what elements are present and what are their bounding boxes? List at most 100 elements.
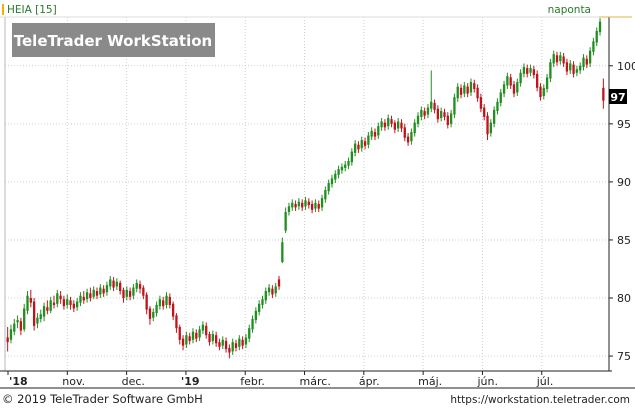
candle — [29, 289, 32, 308]
candle — [492, 106, 496, 128]
candle — [602, 78, 605, 109]
candle-body — [148, 308, 152, 319]
candle — [191, 328, 195, 344]
candle-body — [579, 65, 582, 71]
candle-body — [198, 329, 201, 338]
candle — [526, 64, 529, 78]
candle — [324, 186, 327, 203]
candle-body — [284, 212, 287, 231]
candle-body — [181, 338, 185, 346]
candle — [175, 313, 178, 333]
candle — [69, 296, 72, 310]
candle — [430, 70, 433, 113]
candle-body — [327, 183, 330, 192]
x-tick-label: ápr. — [359, 375, 380, 388]
candle-body — [291, 202, 294, 208]
candle — [274, 282, 277, 297]
candle-body — [433, 102, 436, 110]
candle — [353, 140, 357, 157]
candle-body — [595, 30, 598, 43]
candle — [75, 298, 79, 311]
candle — [201, 321, 205, 335]
candle-body — [92, 289, 95, 297]
candle — [16, 315, 19, 329]
candle — [228, 344, 231, 359]
candle — [9, 324, 13, 344]
time-axis-labels: '18 nov. dec. '19 febr. márc. ápr. máj. jún. júl. — [7, 371, 553, 388]
candle-body — [119, 282, 122, 292]
candle-body — [483, 107, 486, 117]
candle — [579, 62, 582, 74]
candle-body — [287, 206, 291, 213]
candle-body — [244, 337, 248, 345]
candle-body — [297, 201, 301, 207]
candle-body — [413, 122, 416, 134]
candle — [208, 331, 211, 346]
candle — [559, 51, 562, 65]
candle — [105, 281, 109, 296]
candle — [489, 119, 492, 137]
candle-body — [85, 292, 89, 300]
candle-body — [585, 58, 588, 65]
candle — [473, 79, 476, 93]
candle — [463, 82, 466, 98]
symbol-marker — [2, 4, 4, 15]
candle — [506, 72, 509, 89]
candle — [102, 285, 105, 297]
candle-body — [158, 299, 162, 307]
candle-body — [436, 108, 440, 120]
candle-body — [340, 166, 344, 171]
candle-body — [201, 324, 205, 331]
candle-body — [46, 307, 49, 311]
candle-body — [390, 119, 393, 124]
candle — [125, 286, 128, 301]
candle-body — [89, 293, 92, 299]
candle — [363, 137, 367, 150]
candle-body — [224, 340, 228, 350]
candle-body — [344, 164, 347, 168]
candle — [433, 99, 436, 114]
candle-body — [162, 300, 165, 307]
candle — [327, 179, 330, 195]
candle-body — [532, 69, 536, 76]
candle — [178, 324, 181, 345]
candle-body — [423, 111, 426, 116]
candle-body — [109, 279, 112, 287]
candle — [171, 301, 175, 321]
candle-body — [403, 127, 406, 138]
candle-body — [234, 343, 238, 348]
candle-body — [310, 203, 314, 210]
candle — [234, 339, 238, 352]
candle-body — [420, 109, 423, 117]
candle-body — [231, 342, 234, 352]
candle-body — [496, 101, 499, 112]
y-tick-label: 80 — [617, 292, 631, 305]
symbol-label[interactable]: HEIA [15] — [7, 4, 57, 16]
candle-body — [241, 339, 244, 346]
candle — [459, 84, 463, 99]
x-tick-label: nov. — [62, 375, 85, 388]
candle — [535, 70, 539, 92]
candle — [99, 284, 102, 299]
candle — [320, 194, 324, 211]
candle-body — [152, 311, 155, 318]
candle-body — [82, 296, 85, 301]
source-url[interactable]: https://workstation.teletrader.com — [450, 394, 630, 406]
candle-body — [416, 115, 420, 124]
candle — [155, 301, 158, 317]
candle — [142, 285, 145, 300]
period-label[interactable]: naponta — [548, 4, 591, 16]
candle — [291, 199, 294, 211]
candle — [211, 330, 214, 345]
candle — [446, 112, 449, 129]
candle-body — [526, 68, 529, 74]
candle — [188, 332, 191, 345]
candle — [555, 51, 559, 66]
candle-body — [314, 202, 317, 209]
candle — [267, 284, 271, 296]
candle-body — [211, 334, 214, 341]
candle — [122, 287, 125, 303]
candle — [115, 278, 119, 290]
candle-body — [373, 131, 377, 137]
